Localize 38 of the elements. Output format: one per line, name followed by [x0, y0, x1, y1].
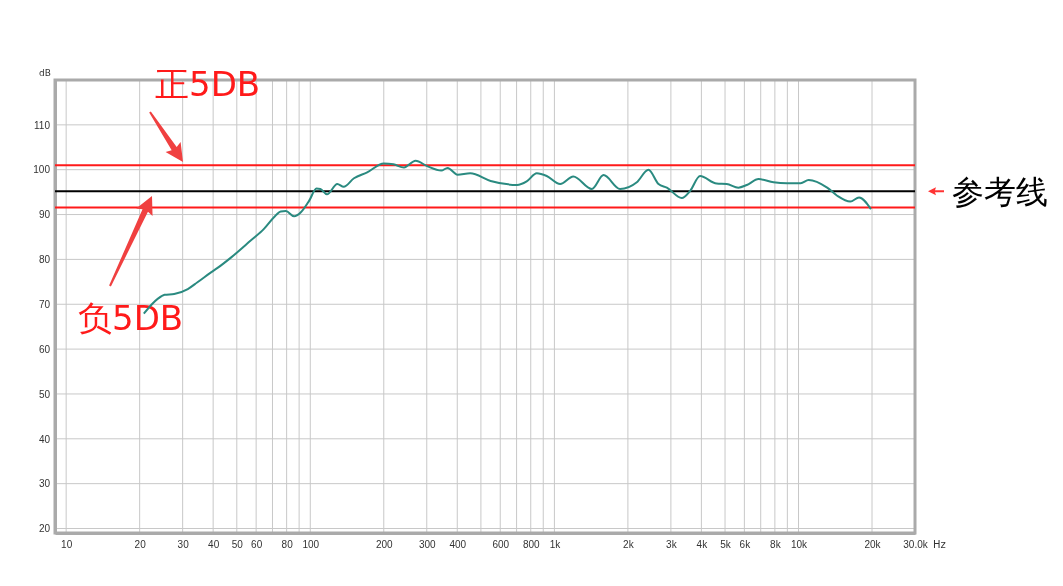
x-tick-label: 2k — [623, 539, 635, 551]
ref-line-label: 负5DB — [78, 298, 184, 338]
x-tick-label: 20 — [134, 539, 147, 551]
x-tick-label: 100 — [302, 539, 320, 551]
x-tick-label: 800 — [522, 539, 541, 551]
x-tick-label: 30 — [177, 539, 190, 551]
x-tick-label: 80 — [281, 539, 294, 551]
x-tick-label: 200 — [375, 539, 394, 551]
x-tick-label: 50 — [231, 539, 244, 551]
x-tick-label: 30.0k — [903, 539, 929, 551]
ref-line-label: 参考线 — [952, 173, 1048, 212]
x-axis-title: Hz — [933, 539, 946, 550]
x-tick-label: 1k — [549, 539, 562, 551]
x-tick-label: 8k — [770, 539, 782, 551]
y-tick-label: 30 — [38, 478, 51, 490]
x-tick-label: 10k — [790, 539, 809, 551]
y-tick-label: 90 — [38, 209, 51, 221]
x-tick-label: 6k — [739, 539, 752, 551]
x-tick-label: 10 — [61, 539, 73, 551]
y-tick-label: 20 — [38, 523, 51, 535]
y-tick-label: 50 — [38, 388, 51, 400]
y-tick-label: 40 — [38, 433, 51, 445]
x-tick-label: 400 — [449, 539, 467, 551]
x-tick-label: 4k — [696, 539, 709, 551]
ref-line-label: 正5DB — [155, 64, 261, 104]
y-tick-label: 100 — [33, 164, 51, 176]
x-tick-label: 20k — [864, 539, 882, 551]
x-tick-label: 3k — [666, 539, 678, 551]
y-tick-label: 60 — [38, 343, 51, 355]
x-tick-label: 5k — [720, 539, 732, 551]
y-tick-label: 70 — [38, 298, 51, 310]
y-tick-label: 80 — [38, 254, 51, 266]
x-tick-label: 300 — [418, 539, 437, 551]
y-tick-label: 110 — [34, 119, 51, 131]
x-tick-label: 40 — [208, 539, 220, 551]
y-axis-title: dB — [39, 68, 51, 78]
x-tick-label: 60 — [251, 539, 263, 551]
x-tick-label: 600 — [492, 539, 510, 551]
